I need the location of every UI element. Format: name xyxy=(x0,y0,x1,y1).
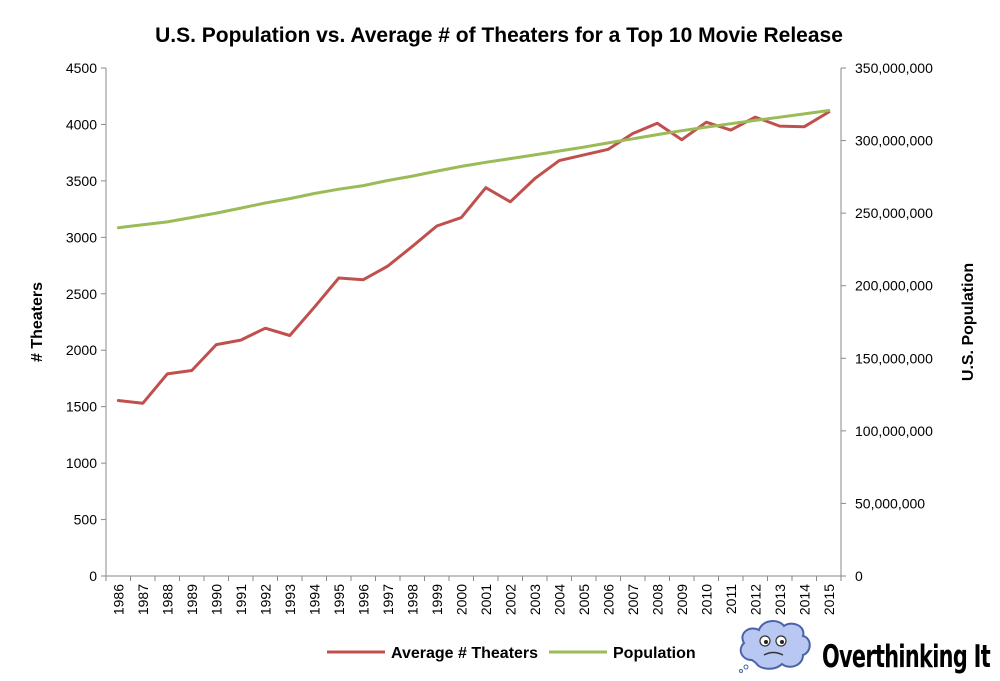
right-tick-label: 150,000,000 xyxy=(855,350,933,366)
left-tick-label: 1500 xyxy=(66,399,97,415)
x-tick-label: 2011 xyxy=(723,584,739,614)
right-axis-ticks: 0 50,000,000 100,000,000 150,000,000 200,000… xyxy=(841,60,933,584)
left-tick-label: 3500 xyxy=(66,173,97,189)
right-tick-label: 0 xyxy=(855,568,863,584)
right-tick-label: 50,000,000 xyxy=(855,495,925,511)
cloud-face-icon xyxy=(739,620,811,673)
x-tick-label: 2009 xyxy=(674,584,690,615)
x-tick-label: 2015 xyxy=(821,584,837,615)
right-tick-label: 250,000,000 xyxy=(855,205,933,221)
right-tick-label: 350,000,000 xyxy=(855,60,933,76)
x-tick-label: 2014 xyxy=(796,584,812,615)
x-axis-ticks: 1986 1987 1988 1989 1990 1991 1992 1993 1994 1995… xyxy=(105,576,842,615)
left-tick-label: 2500 xyxy=(66,286,97,302)
series-layer xyxy=(116,109,831,405)
left-tick-label: 4500 xyxy=(66,60,97,76)
left-tick-label: 500 xyxy=(74,512,98,528)
x-tick-label: 1996 xyxy=(355,584,371,615)
x-tick-label: 2000 xyxy=(453,584,469,615)
x-tick-label: 2005 xyxy=(576,584,592,615)
axes xyxy=(105,68,842,577)
x-tick-label: 2002 xyxy=(502,584,518,615)
x-tick-label: 2007 xyxy=(625,584,641,615)
x-tick-label: 1987 xyxy=(135,584,151,615)
x-tick-label: 2006 xyxy=(600,584,616,615)
series-line-average-theaters xyxy=(116,110,831,405)
x-tick-label: 1988 xyxy=(159,584,175,615)
right-axis-title: U.S. Population xyxy=(960,263,977,381)
x-tick-label: 1994 xyxy=(306,584,322,615)
series-line-population xyxy=(116,109,831,230)
x-tick-label: 1995 xyxy=(331,584,347,615)
chart-title: U.S. Population vs. Average # of Theater… xyxy=(155,24,843,47)
right-tick-label: 300,000,000 xyxy=(855,133,933,149)
x-tick-label: 1999 xyxy=(429,584,445,615)
x-tick-label: 2003 xyxy=(527,584,543,615)
left-axis-ticks: 0 500 1000 1500 2000 2500 3000 3500 4000 4500 xyxy=(66,60,106,584)
legend-label-population: Population xyxy=(613,645,696,662)
right-tick-label: 100,000,000 xyxy=(855,423,933,439)
x-tick-label: 1993 xyxy=(282,584,298,615)
left-tick-label: 0 xyxy=(89,568,97,584)
x-tick-label: 2010 xyxy=(698,584,714,615)
x-tick-label: 1997 xyxy=(380,584,396,615)
x-tick-label: 2004 xyxy=(551,584,567,615)
x-tick-label: 1992 xyxy=(257,584,273,615)
x-tick-label: 1998 xyxy=(404,584,420,615)
brand-name: Overthinking It xyxy=(822,639,991,675)
brand-logo: Overthinking It xyxy=(739,620,992,675)
left-tick-label: 2000 xyxy=(66,342,97,358)
legend: Average # Theaters Population xyxy=(327,645,696,662)
left-tick-label: 1000 xyxy=(66,455,97,471)
left-tick-label: 3000 xyxy=(66,229,97,245)
x-tick-label: 1991 xyxy=(233,584,249,615)
left-tick-label: 4000 xyxy=(66,116,97,132)
x-tick-label: 2013 xyxy=(772,584,788,615)
x-tick-label: 1990 xyxy=(208,584,224,615)
legend-label-theaters: Average # Theaters xyxy=(391,645,538,662)
left-axis-title: # Theaters xyxy=(29,282,46,362)
right-tick-label: 200,000,000 xyxy=(855,278,933,294)
x-tick-label: 2001 xyxy=(478,584,494,615)
x-tick-label: 2008 xyxy=(649,584,665,615)
x-tick-label: 2012 xyxy=(747,584,763,615)
x-tick-label: 1986 xyxy=(110,584,126,615)
x-tick-label: 1989 xyxy=(184,584,200,615)
